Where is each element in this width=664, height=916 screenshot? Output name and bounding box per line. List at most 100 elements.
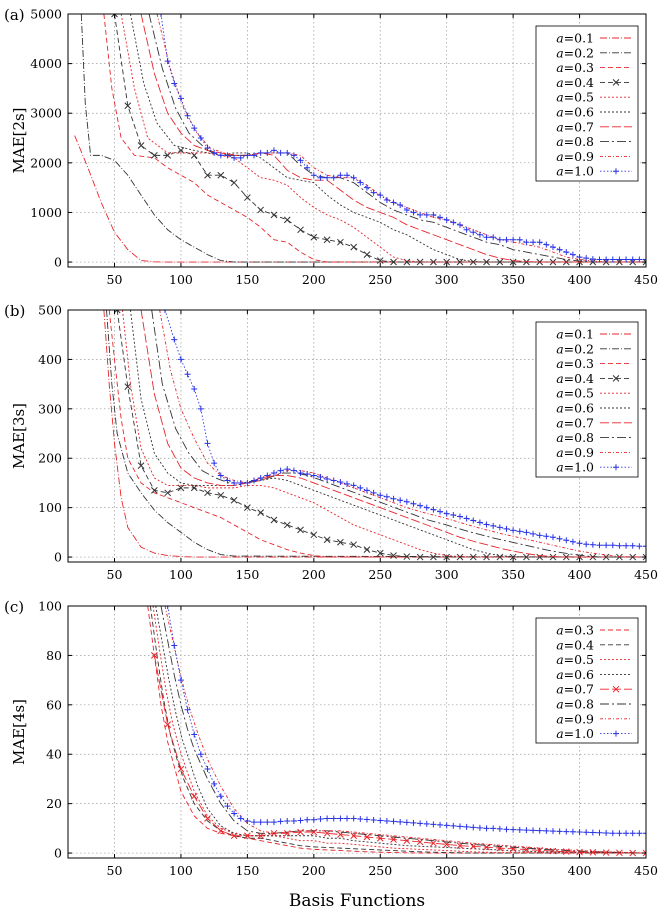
data-point: [190, 792, 198, 800]
data-point: [543, 827, 550, 834]
legend-item: a=0.3: [556, 60, 632, 75]
data-point: [636, 543, 643, 550]
x-tick-label: 300: [435, 567, 459, 582]
data-point: [310, 816, 317, 823]
data-point: [111, 14, 118, 18]
legend-item: a=0.1: [556, 327, 632, 342]
data-point: [164, 152, 172, 159]
series-line: [114, 14, 646, 263]
panel-a: 50 100 150 200 250 300 350 400 450 0 1000 2000 3000 4…: [4, 6, 658, 287]
x-tick-label: 450: [634, 863, 658, 878]
x-tick-label: 350: [501, 272, 525, 287]
series-line: [108, 310, 646, 558]
data-point: [204, 489, 211, 497]
x-tick-label: 100: [169, 272, 193, 287]
data-point: [197, 135, 204, 142]
data-point: [602, 849, 610, 856]
y-tick-label: 40: [46, 747, 62, 762]
x-tick-label: 250: [368, 567, 392, 582]
y-tick-label: 500: [38, 303, 62, 318]
x-tick-label: 100: [169, 863, 193, 878]
data-point: [417, 502, 424, 509]
x-axis-label: Basis Functions: [289, 891, 425, 911]
data-point: [137, 462, 145, 470]
data-point: [171, 642, 178, 649]
ticks: 50 100 150 200 250 300 350 400 450 0 20 40 60 80 100: [38, 599, 658, 879]
data-point: [516, 528, 523, 535]
legend-label: a=0.5: [556, 386, 594, 401]
legend-item: a=0.8: [556, 697, 632, 712]
data-point: [297, 470, 304, 477]
data-point: [377, 817, 384, 824]
data-point: [416, 553, 424, 561]
data-point: [530, 827, 537, 834]
data-point: [161, 310, 168, 313]
x-tick-label: 150: [235, 567, 259, 582]
legend-marker: [613, 730, 619, 737]
x-tick-label: 350: [501, 567, 525, 582]
data-point: [283, 829, 291, 837]
data-point: [510, 527, 517, 534]
legend-item: a=0.3: [556, 623, 632, 638]
panel-b: 50 100 150 200 250 300 350 400 450 0 100 200 300 400 5…: [4, 302, 658, 582]
x-tick-label: 400: [568, 567, 592, 582]
data-point: [463, 226, 470, 233]
data-point: [450, 822, 457, 829]
data-point: [523, 258, 530, 266]
series-line: [152, 606, 646, 854]
data-point: [629, 542, 636, 549]
data-point: [164, 58, 171, 65]
data-point: [363, 816, 370, 823]
x-tick-label: 400: [568, 863, 592, 878]
legend-marker: [613, 168, 619, 175]
data-point: [403, 498, 410, 505]
data-point: [596, 256, 603, 263]
data-point: [237, 479, 244, 486]
data-point: [344, 480, 351, 487]
y-tick-label: 100: [38, 599, 62, 614]
data-point: [563, 828, 570, 835]
y-tick-label: 200: [38, 451, 62, 466]
x-tick-label: 150: [235, 863, 259, 878]
legend-item: a=0.9: [556, 445, 632, 460]
data-point: [151, 652, 158, 659]
legend-label: a=0.1: [556, 327, 594, 342]
data-point: [171, 80, 178, 87]
data-point: [470, 229, 477, 236]
data-point: [483, 234, 490, 241]
data-point: [337, 172, 344, 179]
data-point: [490, 522, 497, 529]
data-point: [423, 504, 430, 511]
data-point: [370, 189, 377, 196]
data-point: [217, 472, 224, 479]
data-point: [496, 236, 503, 243]
y-tick-label: 4000: [30, 56, 62, 71]
data-point: [516, 826, 523, 833]
data-point: [264, 149, 271, 156]
x-tick-label: 250: [368, 272, 392, 287]
data-point: [363, 184, 370, 191]
data-point: [510, 826, 517, 833]
x-tick-label: 50: [107, 567, 123, 582]
data-point: [224, 803, 231, 810]
legend-item: a=0.8: [556, 134, 632, 149]
data-point: [629, 256, 636, 263]
legend-label: a=0.6: [556, 105, 594, 120]
data-point: [403, 819, 410, 826]
x-tick-label: 350: [501, 863, 525, 878]
legend-label: a=0.8: [556, 430, 594, 445]
data-point: [417, 820, 424, 827]
data-point: [456, 221, 463, 228]
data-point: [324, 174, 331, 181]
legend-marker: [612, 685, 620, 693]
legend-item: a=0.2: [556, 341, 632, 356]
data-point: [184, 706, 191, 713]
legend-item: a=0.6: [556, 401, 632, 416]
data-point: [470, 517, 477, 524]
data-point: [230, 832, 238, 840]
data-point: [204, 144, 211, 151]
data-point: [410, 500, 417, 507]
panel-label: (a): [4, 6, 25, 24]
y-tick-label: 5000: [30, 7, 62, 22]
